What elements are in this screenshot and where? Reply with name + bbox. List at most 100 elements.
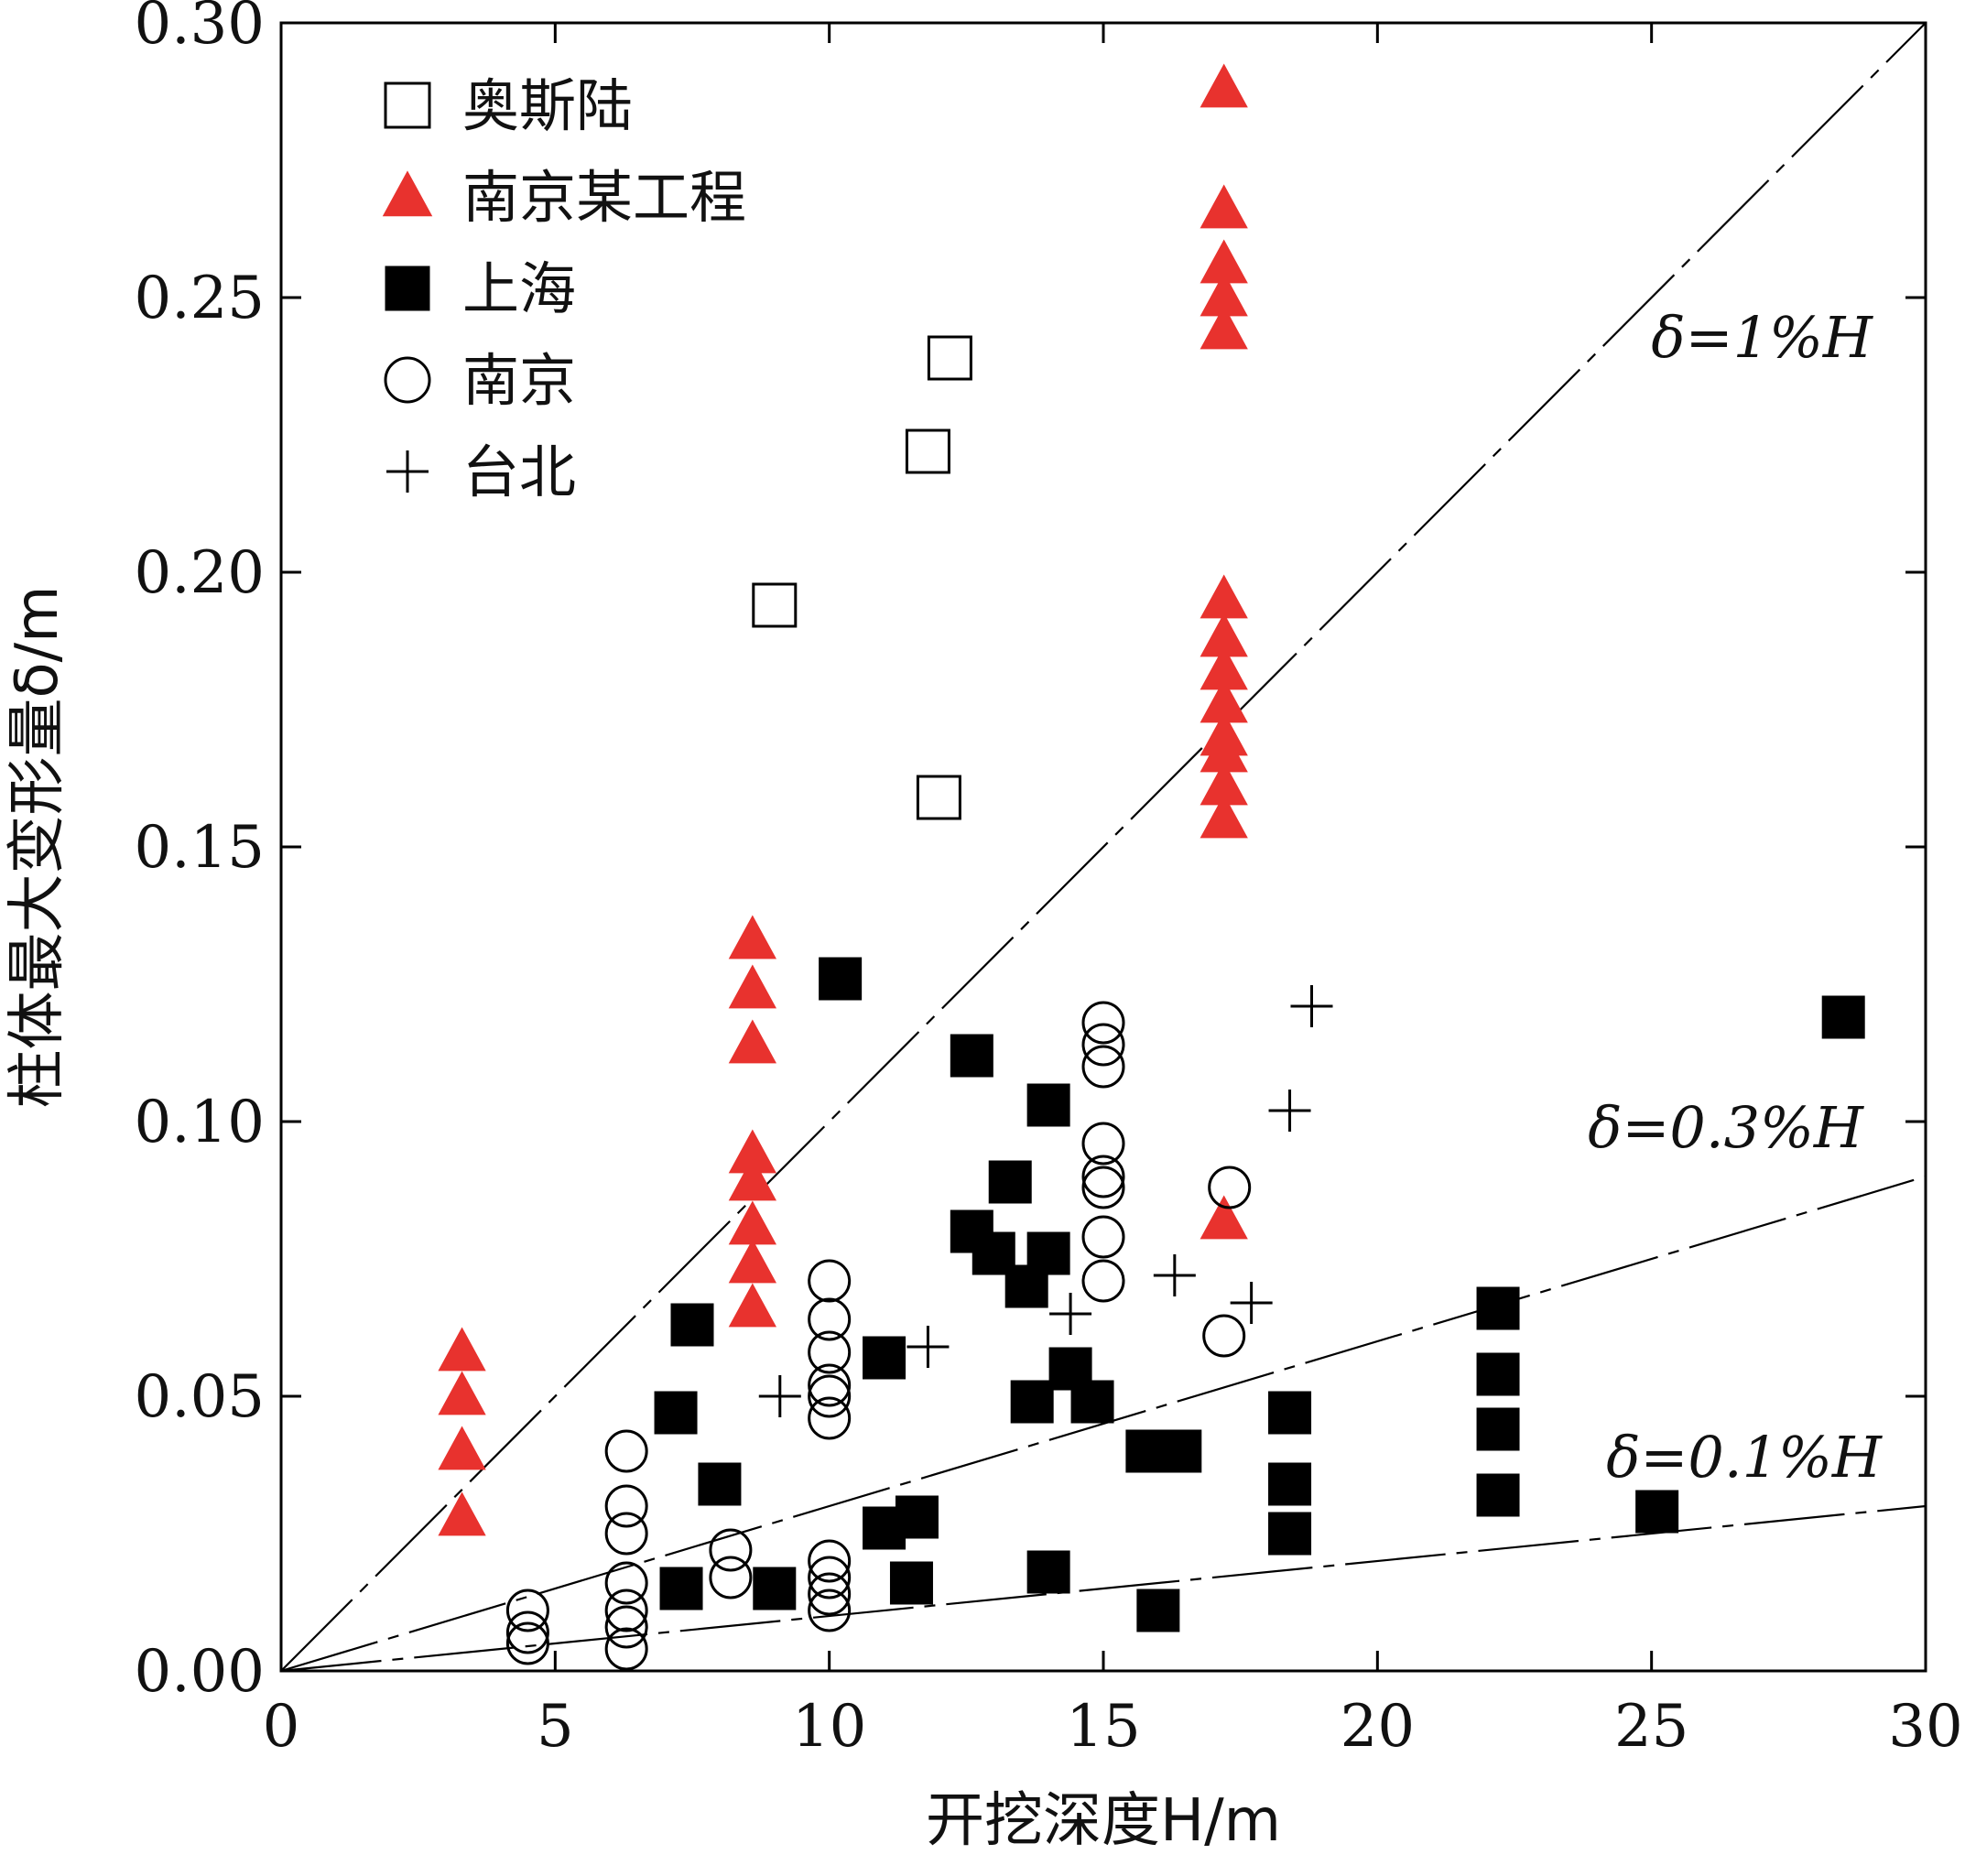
data-point [808, 1572, 852, 1616]
data-point [1070, 1380, 1114, 1424]
data-point [604, 1627, 648, 1671]
data-point [1004, 1264, 1048, 1308]
data-point [728, 915, 776, 960]
data-point [1476, 1473, 1520, 1517]
data-point [1635, 1490, 1679, 1534]
data-point [1136, 1589, 1180, 1632]
data-point [1081, 1045, 1125, 1089]
data-point [895, 1495, 939, 1539]
data-point [505, 1589, 549, 1632]
data-point [1208, 1166, 1252, 1209]
data-point [1026, 1083, 1070, 1127]
data-point [808, 1297, 852, 1341]
data-point [808, 1259, 852, 1303]
x-tick-label: 5 [537, 1693, 574, 1761]
data-point [1200, 1195, 1248, 1240]
reference-line [280, 1175, 1927, 1673]
series-filled-square [654, 957, 1865, 1632]
data-point [927, 335, 972, 381]
data-point [1821, 995, 1865, 1039]
data-point [604, 1561, 648, 1605]
data-point [905, 428, 950, 474]
data-point [988, 1160, 1032, 1204]
data-point [709, 1556, 753, 1599]
data-point [1290, 985, 1333, 1027]
data-point [604, 1484, 648, 1528]
data-point [1010, 1380, 1054, 1424]
data-point [950, 1034, 993, 1078]
data-point [1200, 794, 1248, 839]
series-open-square [752, 335, 972, 820]
data-point [808, 1330, 852, 1374]
data-point [728, 1283, 776, 1328]
data-point [1158, 1429, 1202, 1473]
data-point [670, 1303, 714, 1347]
reference-lines [280, 22, 1927, 1673]
y-tick-label: 0.25 [135, 265, 266, 332]
data-point [1476, 1352, 1520, 1396]
legend-label: 台北 [462, 439, 576, 505]
reference-line [280, 1504, 1927, 1673]
data-point [604, 1429, 648, 1473]
reference-line [280, 22, 1927, 1672]
x-tick-label: 20 [1341, 1693, 1415, 1761]
legend-marker [384, 356, 431, 404]
data-point [438, 1491, 486, 1536]
data-point [438, 1426, 486, 1470]
y-tick-label: 0.00 [135, 1638, 266, 1706]
data-point [1268, 1512, 1312, 1556]
data-point [863, 1336, 907, 1380]
data-point [1153, 1254, 1196, 1296]
reference-line-labels: δ=1%H δ=0.3%H δ=0.1%H [1588, 304, 1884, 1491]
data-point [1200, 305, 1248, 350]
y-tick-label: 0.15 [135, 814, 266, 882]
data-point [808, 1396, 852, 1440]
data-point [752, 582, 798, 628]
data-point [808, 1556, 852, 1599]
data-point [1268, 1391, 1312, 1435]
x-tick-label: 10 [792, 1693, 866, 1761]
data-point [889, 1561, 933, 1605]
data-point [1200, 184, 1248, 229]
legend-label: 奥斯陆 [462, 72, 633, 139]
data-point [1081, 1166, 1125, 1209]
data-point [1230, 1282, 1273, 1324]
data-point [438, 1371, 486, 1415]
data-point [1268, 1090, 1311, 1132]
data-point [758, 1375, 801, 1417]
data-point [604, 1589, 648, 1632]
data-point [728, 1239, 776, 1284]
data-point [438, 1327, 486, 1372]
data-point [916, 775, 961, 820]
axis-ticks: 0 5 10 15 20 25 30 0.00 0.05 0.10 0.15 0.20 0.25 0.30 [135, 0, 1963, 1761]
data-point [654, 1391, 698, 1435]
legend-label: 南京某工程 [462, 164, 746, 231]
data-point [728, 1019, 776, 1064]
x-tick-label: 30 [1888, 1693, 1962, 1761]
data-point [1476, 1286, 1520, 1330]
legend-marker [386, 450, 429, 493]
series-open-circle [505, 1001, 1252, 1671]
data-point [1476, 1407, 1520, 1451]
data-point [907, 1326, 950, 1368]
data-point [1081, 1155, 1125, 1198]
data-point [808, 1539, 852, 1583]
data-point [1026, 1231, 1070, 1275]
data-point [1081, 1122, 1125, 1166]
data-point [505, 1610, 549, 1654]
y-tick-label: 0.20 [135, 539, 266, 607]
x-tick-label: 0 [263, 1693, 300, 1761]
legend-label: 上海 [462, 255, 576, 322]
data-point [728, 1200, 776, 1245]
data-point [604, 1605, 648, 1649]
reference-line-label: δ=1%H [1651, 304, 1874, 371]
x-tick-label: 25 [1614, 1693, 1688, 1761]
data-point [709, 1528, 753, 1572]
data-point [1026, 1550, 1070, 1594]
data-point [1049, 1293, 1092, 1335]
data-point [604, 1512, 648, 1556]
legend-label: 南京 [462, 347, 576, 414]
legend-marker [384, 81, 431, 129]
